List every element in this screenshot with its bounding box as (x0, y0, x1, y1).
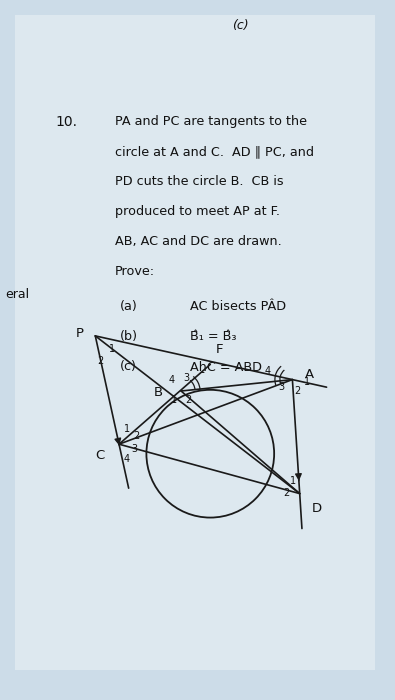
Text: PD cuts the circle B.  CB is: PD cuts the circle B. CB is (115, 175, 284, 188)
Text: 4: 4 (168, 375, 174, 385)
Text: 4: 4 (264, 365, 271, 376)
Text: 2: 2 (284, 488, 290, 498)
Text: D: D (312, 502, 322, 514)
Text: C: C (95, 449, 104, 462)
Text: P: P (75, 328, 83, 340)
Text: 2: 2 (97, 356, 103, 366)
Text: circle at A and C.  AD ∥ PC, and: circle at A and C. AD ∥ PC, and (115, 145, 314, 158)
Text: produced to meet AP at F.: produced to meet AP at F. (115, 205, 280, 218)
Text: B: B (154, 386, 163, 400)
Text: AẖC = ABD: AẖC = ABD (190, 360, 262, 373)
Text: 1: 1 (124, 424, 130, 434)
Text: (c): (c) (232, 18, 248, 32)
Text: 2: 2 (294, 386, 301, 396)
Text: PA and PC are tangents to the: PA and PC are tangents to the (115, 115, 307, 128)
Text: F: F (215, 344, 223, 356)
Text: 1: 1 (305, 377, 310, 386)
Text: Prove:: Prove: (115, 265, 155, 278)
Text: (a): (a) (120, 300, 138, 313)
Text: eral: eral (5, 288, 29, 302)
Text: 2: 2 (133, 431, 139, 441)
Text: AB, AC and DC are drawn.: AB, AC and DC are drawn. (115, 235, 282, 248)
Text: (c): (c) (120, 360, 137, 373)
Text: 1: 1 (290, 475, 296, 486)
Text: 10.: 10. (55, 115, 77, 129)
Text: 1: 1 (109, 344, 115, 354)
Text: (b): (b) (120, 330, 138, 343)
Text: A: A (305, 368, 314, 381)
Text: 4: 4 (124, 454, 130, 464)
Text: 2: 2 (185, 395, 191, 405)
Text: 3: 3 (183, 373, 189, 383)
Text: B̂₁ = B̂₃: B̂₁ = B̂₃ (190, 330, 237, 343)
Text: 1: 1 (171, 395, 177, 405)
Text: 3: 3 (278, 382, 284, 391)
Text: 3: 3 (131, 444, 137, 454)
Text: AC bisects PÂD: AC bisects PÂD (190, 300, 286, 313)
